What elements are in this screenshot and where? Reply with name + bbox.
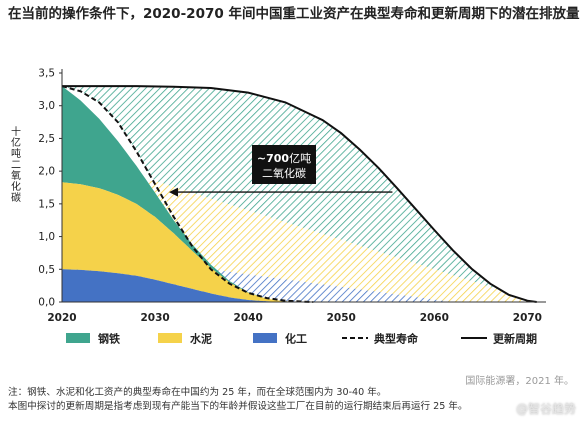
legend-label-3: 典型寿命	[374, 332, 419, 346]
x-tick-label: 2040	[234, 312, 263, 324]
x-tick-label: 2030	[140, 312, 169, 324]
legend-label-2: 化工	[285, 332, 307, 346]
legend-swatch-1	[158, 333, 182, 343]
y-tick-label: 2,5	[38, 133, 55, 145]
hatch-steel-region	[62, 86, 537, 302]
annotation-box	[252, 145, 316, 184]
legend-label-1: 水泥	[190, 332, 212, 346]
annotation-arrow-head	[169, 187, 179, 197]
legend-swatch-2	[253, 333, 277, 343]
x-tick-label: 2020	[47, 312, 76, 324]
area-chem	[62, 269, 537, 302]
annotation-unit: 亿吨	[289, 152, 311, 165]
legend-label-4: 更新周期	[493, 332, 537, 346]
x-tick-label: 2050	[327, 312, 356, 324]
area-cement	[62, 182, 537, 302]
annotation-text-line1: ~700亿吨	[257, 152, 311, 165]
footnote-2: 本图中探讨的更新周期是指考虑到现有产能当下的年龄并假设这些工厂在目前的运行期结束…	[8, 401, 468, 412]
legend-swatch-0	[66, 333, 90, 343]
line-renewal-cycle	[62, 85, 537, 303]
footnote-1: 注：钢铁、水泥和化工资产的典型寿命在中国约为 25 年，而在全球范围内为 30-…	[8, 387, 387, 398]
annotation-text-line2: 二氧化碳	[262, 166, 306, 180]
hatch-cement-region	[62, 181, 537, 302]
y-tick-label: 0,5	[38, 264, 55, 276]
y-tick-label: 0,0	[38, 297, 55, 309]
y-axis-label-wrap: 十亿吨二氧化碳	[7, 84, 21, 244]
x-tick-label: 2060	[420, 312, 449, 324]
chart-title: 在当前的操作条件下，2020-2070 年间中国重工业资产在典型寿命和更新周期下…	[8, 6, 580, 22]
line-typical-lifetime	[61, 85, 314, 303]
y-tick-label: 2,0	[38, 166, 55, 178]
annotation-value: ~700	[257, 152, 290, 165]
y-tick-label: 3,5	[38, 68, 55, 80]
legend-label-0: 钢铁	[98, 332, 120, 346]
y-tick-label: 3,0	[38, 100, 55, 112]
source-text: 国际能源署，2021 年。	[465, 376, 574, 387]
watermark: @智谷趋势	[515, 402, 576, 416]
y-tick-label: 1,5	[38, 198, 55, 210]
y-tick-label: 1,0	[38, 231, 55, 243]
x-tick-label: 2070	[513, 312, 542, 324]
y-axis-label: 十亿吨二氧化碳	[8, 125, 20, 203]
